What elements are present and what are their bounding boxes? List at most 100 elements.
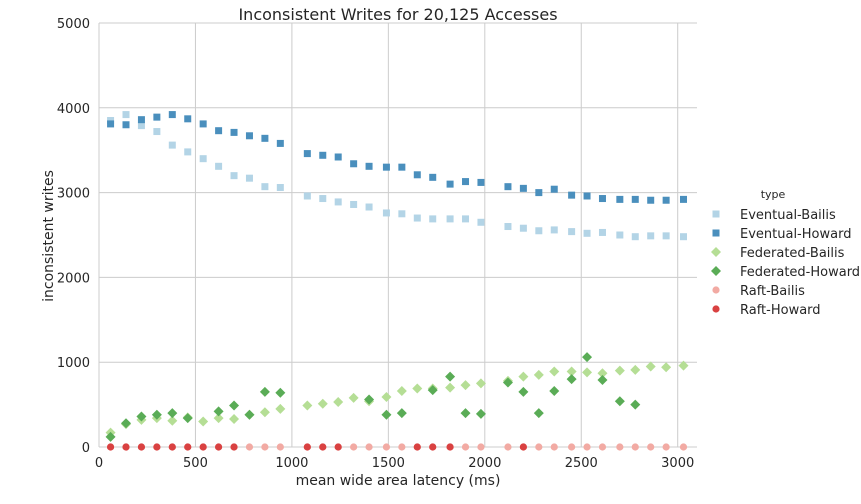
point-eventual-bailis bbox=[462, 215, 470, 223]
series-eventual-howard bbox=[107, 111, 687, 204]
point-raft-howard bbox=[429, 443, 437, 451]
point-federated-howard bbox=[533, 408, 544, 419]
point-federated-howard bbox=[566, 374, 577, 385]
point-federated-howard bbox=[614, 396, 625, 407]
point-eventual-howard bbox=[199, 120, 207, 128]
point-eventual-bailis bbox=[334, 198, 342, 206]
point-federated-howard bbox=[597, 375, 608, 386]
point-eventual-bailis bbox=[598, 228, 606, 236]
y-tick-label: 2000 bbox=[57, 271, 90, 286]
point-federated-howard bbox=[518, 386, 529, 397]
series-federated-bailis bbox=[105, 360, 689, 438]
point-raft-bailis bbox=[598, 443, 607, 451]
point-eventual-howard bbox=[519, 184, 527, 192]
series-eventual-bailis bbox=[107, 111, 687, 241]
data-marks bbox=[105, 111, 689, 451]
point-federated-howard bbox=[445, 371, 456, 382]
point-federated-bailis bbox=[302, 400, 313, 411]
point-eventual-howard bbox=[319, 151, 327, 159]
point-raft-bailis bbox=[365, 443, 373, 451]
point-federated-bailis bbox=[412, 383, 423, 394]
point-raft-howard bbox=[137, 443, 146, 451]
point-eventual-howard bbox=[446, 180, 454, 188]
point-eventual-howard bbox=[647, 196, 655, 204]
legend-label-federated-howard: Federated-Howard bbox=[740, 265, 860, 280]
grid bbox=[98, 22, 697, 448]
point-federated-bailis bbox=[396, 386, 407, 397]
point-eventual-howard bbox=[122, 121, 130, 129]
point-eventual-howard bbox=[245, 132, 253, 140]
point-eventual-howard bbox=[477, 178, 485, 186]
point-raft-bailis bbox=[583, 443, 591, 451]
legend-marker-raft-howard bbox=[712, 305, 720, 313]
point-eventual-bailis bbox=[519, 224, 527, 232]
point-federated-howard bbox=[582, 352, 593, 363]
point-federated-bailis bbox=[630, 364, 641, 375]
legend-label-federated-bailis: Federated-Bailis bbox=[740, 246, 845, 261]
point-eventual-bailis bbox=[398, 210, 406, 218]
point-raft-howard bbox=[153, 443, 161, 451]
point-eventual-howard bbox=[350, 160, 358, 168]
point-eventual-howard bbox=[583, 192, 591, 200]
point-federated-howard bbox=[630, 399, 641, 410]
point-raft-bailis bbox=[398, 443, 406, 451]
point-raft-bailis bbox=[461, 443, 470, 451]
point-eventual-howard bbox=[616, 195, 624, 203]
point-eventual-howard bbox=[261, 134, 269, 142]
point-eventual-bailis bbox=[168, 141, 176, 149]
point-raft-howard bbox=[230, 443, 238, 451]
x-axis-label: mean wide area latency (ms) bbox=[296, 473, 501, 489]
legend-label-eventual-howard: Eventual-Howard bbox=[740, 227, 851, 242]
x-tick-label: 1000 bbox=[275, 456, 308, 471]
point-eventual-bailis bbox=[446, 215, 454, 223]
point-federated-howard bbox=[121, 418, 132, 429]
point-raft-howard bbox=[122, 443, 130, 451]
point-federated-bailis bbox=[229, 414, 240, 425]
legend-marker-eventual-howard bbox=[712, 229, 720, 237]
legend-item-federated-bailis: Federated-Bailis bbox=[711, 246, 845, 261]
point-eventual-howard bbox=[679, 195, 687, 203]
point-federated-howard bbox=[167, 408, 178, 419]
point-raft-bailis bbox=[276, 443, 284, 451]
point-federated-howard bbox=[364, 394, 375, 405]
point-raft-bailis bbox=[679, 443, 688, 451]
point-federated-howard bbox=[381, 409, 392, 420]
point-eventual-bailis bbox=[647, 232, 655, 240]
legend-marker-eventual-bailis bbox=[712, 210, 720, 218]
point-eventual-bailis bbox=[679, 233, 687, 241]
point-eventual-howard bbox=[413, 171, 421, 179]
point-raft-bailis bbox=[616, 443, 624, 451]
point-eventual-howard bbox=[568, 191, 576, 199]
point-eventual-bailis bbox=[504, 223, 512, 231]
point-federated-bailis bbox=[518, 371, 529, 382]
point-eventual-howard bbox=[334, 153, 342, 161]
legend-label-raft-howard: Raft-Howard bbox=[740, 303, 821, 318]
point-eventual-howard bbox=[598, 195, 606, 203]
legend-marker-raft-bailis bbox=[712, 286, 720, 294]
x-tick-label: 500 bbox=[183, 456, 208, 471]
point-raft-howard bbox=[519, 443, 527, 451]
point-federated-bailis bbox=[333, 397, 344, 408]
point-federated-howard bbox=[475, 408, 486, 419]
legend-title: type bbox=[761, 188, 786, 201]
point-eventual-howard bbox=[168, 111, 176, 119]
y-tick-label: 4000 bbox=[57, 102, 90, 117]
point-federated-bailis bbox=[213, 413, 224, 424]
point-eventual-bailis bbox=[350, 200, 358, 208]
point-federated-bailis bbox=[549, 366, 560, 377]
legend-label-eventual-bailis: Eventual-Bailis bbox=[740, 208, 836, 223]
point-federated-bailis bbox=[445, 382, 456, 393]
point-eventual-howard bbox=[215, 127, 223, 135]
point-federated-howard bbox=[229, 400, 240, 411]
x-axis-ticks: 0 500 1000 1500 2000 2500 3000 bbox=[95, 456, 694, 471]
x-tick-label: 0 bbox=[95, 456, 103, 471]
x-tick-label: 2000 bbox=[468, 456, 501, 471]
x-tick-label: 1500 bbox=[372, 456, 405, 471]
point-federated-howard bbox=[151, 409, 162, 420]
chart-title: Inconsistent Writes for 20,125 Accesses bbox=[238, 5, 557, 24]
point-eventual-howard bbox=[276, 139, 284, 147]
point-eventual-bailis bbox=[631, 233, 639, 241]
series-raft-howard bbox=[106, 443, 527, 451]
point-eventual-bailis bbox=[477, 218, 485, 226]
